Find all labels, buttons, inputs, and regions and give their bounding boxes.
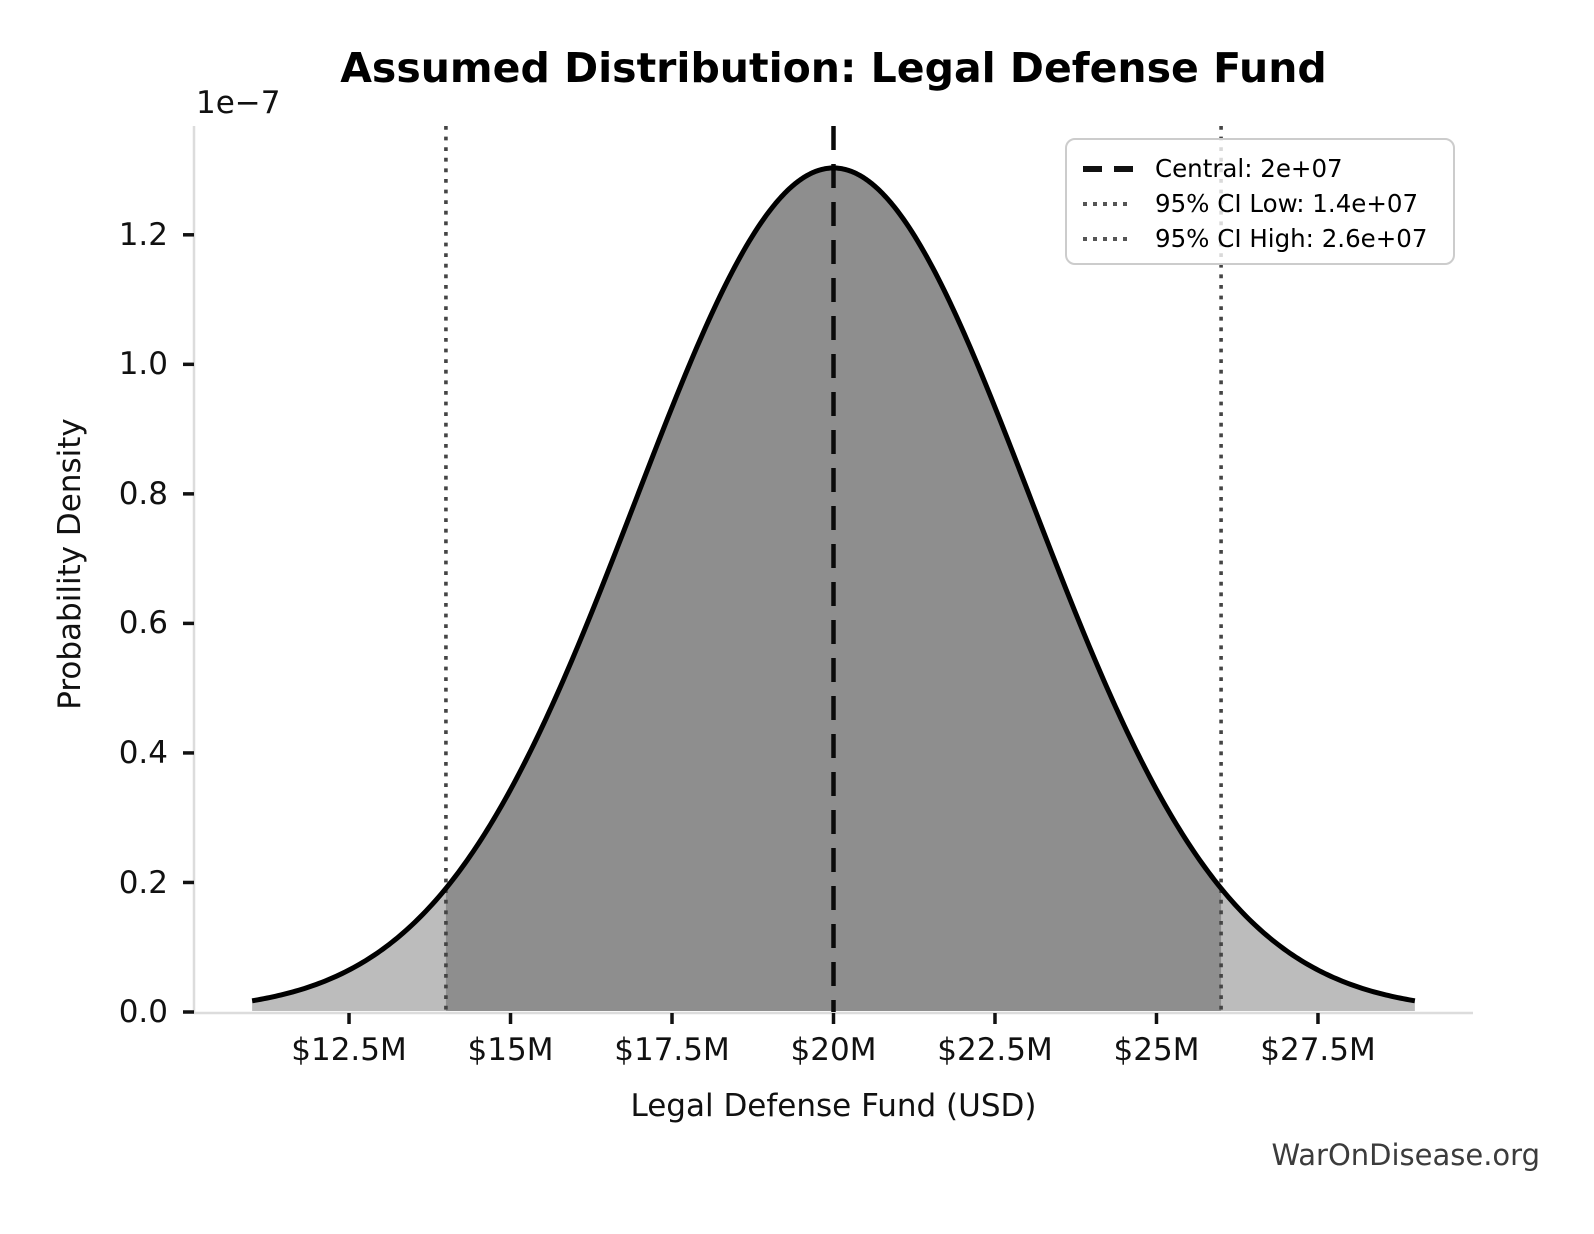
legend-label: 95% CI High: 2.6e+07 — [1155, 224, 1428, 253]
x-tick-label: $22.5M — [937, 1032, 1053, 1068]
y-tick-label: 1.0 — [118, 346, 168, 383]
legend-label: 95% CI Low: 1.4e+07 — [1155, 189, 1419, 218]
x-tick-label: $12.5M — [291, 1032, 407, 1068]
x-tick-label: $27.5M — [1260, 1032, 1376, 1068]
y-tick-label: 0.4 — [118, 734, 168, 771]
legend-label: Central: 2e+07 — [1155, 154, 1343, 183]
watermark: WarOnDisease.org — [1271, 1138, 1540, 1172]
y-tick-label: 0.8 — [118, 475, 168, 512]
y-tick-label: 1.2 — [118, 216, 168, 253]
x-axis-label: Legal Defense Fund (USD) — [630, 1088, 1037, 1124]
dotted-line-sample-icon — [1083, 236, 1133, 241]
dotted-line-sample-icon — [1083, 201, 1133, 206]
dashed-line-sample-icon — [1083, 165, 1133, 172]
y-axis-offset-label: 1e−7 — [196, 85, 281, 121]
distribution-curve — [251, 165, 1416, 1004]
legend: Central: 2e+07 95% CI Low: 1.4e+07 95% CI … — [1065, 138, 1455, 265]
x-tick-label: $25M — [1113, 1032, 1200, 1068]
x-tick-label: $20M — [790, 1032, 877, 1068]
legend-item-central: Central: 2e+07 — [1081, 151, 1453, 186]
legend-item-ci-high: 95% CI High: 2.6e+07 — [1081, 221, 1453, 256]
y-tick-label: 0.0 — [118, 994, 168, 1030]
legend-item-ci-low: 95% CI Low: 1.4e+07 — [1081, 186, 1453, 221]
x-tick-label: $17.5M — [614, 1032, 730, 1068]
y-tick-label: 0.2 — [118, 864, 168, 901]
y-tick-label: 0.6 — [118, 605, 168, 642]
x-tick-label: $15M — [467, 1032, 554, 1068]
chart-title: Assumed Distribution: Legal Defense Fund — [340, 44, 1327, 92]
